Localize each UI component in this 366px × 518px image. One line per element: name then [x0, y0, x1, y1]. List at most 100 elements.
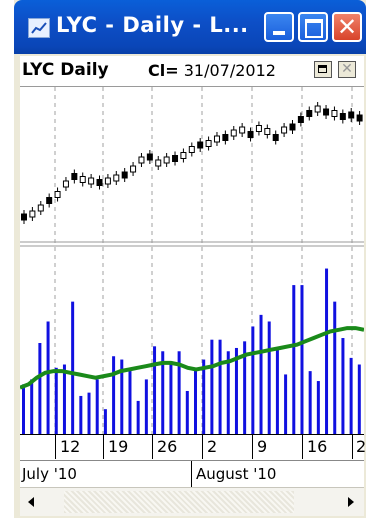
maximize-icon[interactable] [298, 12, 328, 42]
price-candle [205, 140, 212, 147]
volume-bar [292, 285, 296, 434]
volume-bar [234, 347, 238, 434]
price-candle [37, 204, 44, 212]
price-candle [348, 111, 355, 119]
day-label: 2 [207, 437, 218, 456]
volume-bar [267, 321, 271, 434]
price-candle [264, 128, 271, 135]
volume-bar [194, 367, 197, 434]
price-candle [213, 135, 220, 143]
price-candle [188, 146, 195, 153]
month-separator [191, 461, 192, 487]
axis-tick [55, 435, 56, 459]
scroll-thumb[interactable] [64, 491, 294, 513]
right-arrow-icon[interactable] [342, 492, 360, 512]
price-candle [96, 179, 103, 186]
volume-bar [341, 338, 345, 434]
left-arrow-icon[interactable] [22, 492, 40, 512]
day-label: 12 [60, 437, 81, 456]
price-candle [121, 171, 128, 179]
axis-tick [202, 435, 203, 459]
price-candle [130, 165, 137, 173]
price-candle [222, 134, 229, 141]
price-candle [306, 110, 313, 117]
volume-bar [284, 374, 288, 434]
axis-tick [302, 435, 303, 459]
volume-bar [128, 367, 132, 434]
day-label: 2 [356, 437, 366, 456]
volume-bar [144, 379, 148, 434]
month-axis: July '10 August '10 [20, 460, 364, 487]
chart-area[interactable] [19, 87, 365, 462]
volume-bar [275, 347, 279, 434]
volume-bar [177, 351, 181, 434]
volume-bar [210, 339, 214, 434]
month-label: July '10 [22, 465, 77, 483]
close-date-readout: Cl= 31/07/2012 [148, 61, 276, 80]
price-candle [29, 210, 36, 218]
volume-bar [243, 341, 247, 434]
price-candle [281, 126, 288, 134]
price-candle [46, 197, 53, 204]
volume-bar [62, 364, 66, 434]
price-candle [113, 174, 120, 182]
close-label: Cl= [148, 61, 179, 80]
day-label: 19 [108, 437, 129, 456]
volume-bar [22, 384, 25, 434]
volume-bar [136, 400, 140, 434]
volume-bar [349, 357, 353, 434]
close-date: 31/07/2012 [183, 61, 276, 80]
day-label: 26 [157, 437, 178, 456]
price-candle [297, 116, 304, 123]
month-label: August '10 [196, 465, 277, 483]
chart-svg[interactable] [19, 87, 365, 434]
inner-close-icon[interactable]: ✕ [338, 61, 356, 78]
volume-bar [185, 390, 189, 434]
volume-bar [46, 321, 50, 434]
horizontal-scrollbar[interactable] [20, 487, 364, 516]
chart-icon[interactable] [28, 18, 50, 38]
price-candle [289, 123, 296, 131]
volume-bar [251, 326, 255, 434]
price-candle [62, 180, 69, 188]
title-bar[interactable]: LYC - Daily - L... ✕ [14, 0, 366, 54]
volume-bar [103, 409, 107, 434]
price-candle [88, 177, 95, 185]
symbol-label: LYC Daily [22, 60, 109, 80]
volume-bar [161, 351, 165, 434]
price-candle [323, 108, 330, 116]
axis-tick [252, 435, 253, 459]
price-candle [239, 126, 246, 134]
volume-bar [357, 364, 361, 434]
volume-bar [218, 339, 222, 434]
volume-bar [259, 314, 263, 434]
day-label: 16 [307, 437, 328, 456]
volume-bar [38, 343, 42, 434]
volume-bar [308, 371, 312, 434]
close-icon[interactable]: ✕ [332, 12, 362, 42]
price-candle [230, 129, 237, 137]
volume-bar [87, 392, 91, 434]
volume-bar [333, 301, 337, 434]
price-candle [197, 141, 204, 149]
price-candle [146, 153, 153, 161]
price-candle [21, 213, 27, 221]
minimize-icon[interactable] [264, 12, 294, 42]
chart-window: LYC - Daily - L... ✕ LYC Daily Cl= 31/07… [14, 0, 366, 518]
volume-bar [325, 268, 329, 434]
price-candle [163, 156, 170, 164]
price-candle [314, 105, 321, 113]
axis-tick [152, 435, 153, 459]
price-candle [155, 159, 162, 167]
price-candle [54, 191, 61, 198]
day-label: 9 [257, 437, 268, 456]
price-candle [180, 152, 187, 159]
price-candle [339, 113, 346, 120]
volume-bar [226, 351, 230, 434]
window-title: LYC - Daily - L... [56, 13, 249, 37]
moving-average-line [19, 326, 365, 390]
restore-icon[interactable] [314, 61, 332, 78]
volume-bar [54, 367, 58, 434]
price-candle [272, 134, 279, 141]
price-candle [356, 114, 363, 122]
